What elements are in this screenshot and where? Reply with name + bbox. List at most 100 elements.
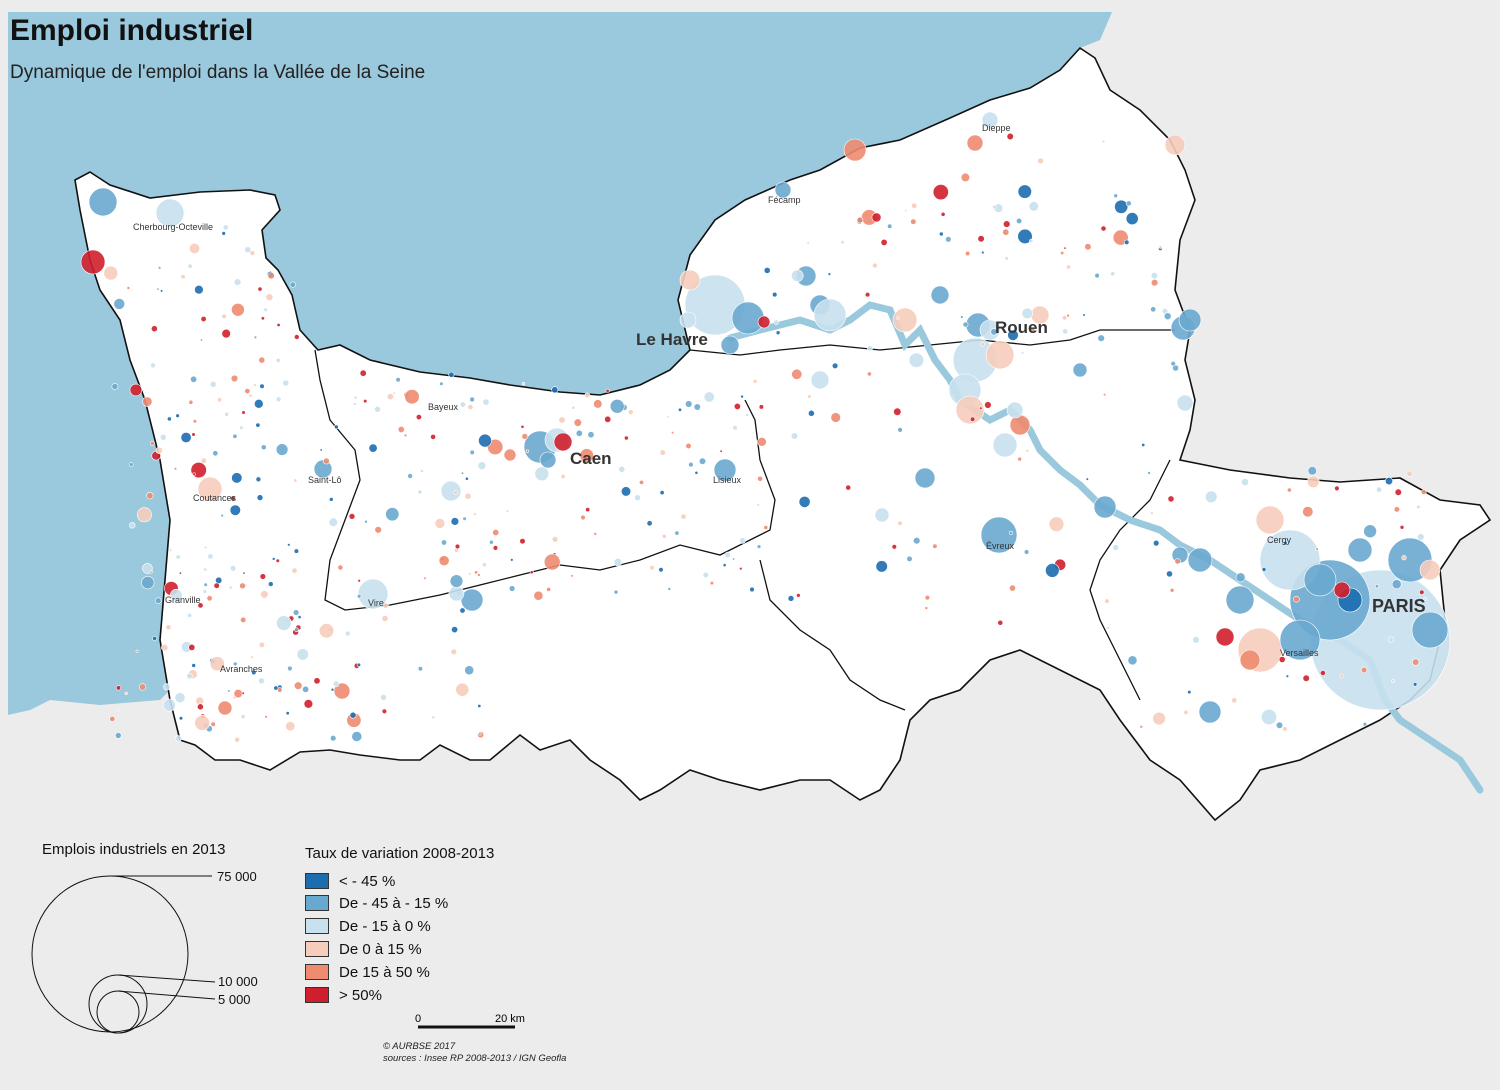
employment-circle <box>1169 587 1175 593</box>
employment-circle <box>434 518 446 529</box>
employment-circle <box>1147 471 1151 475</box>
employment-circle <box>382 602 389 609</box>
employment-circle <box>258 677 265 685</box>
employment-circle <box>1420 489 1427 496</box>
city-label-fecamp: Fécamp <box>768 195 801 205</box>
employment-circle <box>450 517 460 526</box>
employment-circle <box>1114 199 1129 214</box>
employment-circle <box>175 735 182 742</box>
employment-circle <box>980 516 1018 554</box>
employment-circle <box>257 286 263 292</box>
city-label-cherbourg: Cherbourg-Octeville <box>133 222 213 232</box>
employment-circle <box>240 616 247 624</box>
employment-circle <box>1015 217 1023 225</box>
scale-end: 20 km <box>495 1013 525 1025</box>
color-legend-item: < - 45 % <box>305 872 395 890</box>
employment-circle <box>244 246 252 254</box>
employment-circle <box>503 448 517 462</box>
employment-circle <box>1176 394 1194 412</box>
employment-circle <box>135 649 139 653</box>
employment-circle <box>217 397 223 403</box>
employment-circle <box>417 666 424 672</box>
employment-circle <box>1101 139 1106 144</box>
city-label-evreux: Évreux <box>986 541 1015 551</box>
employment-circle <box>233 278 242 286</box>
employment-circle <box>319 448 323 452</box>
employment-circle <box>241 410 246 415</box>
employment-circle <box>867 345 873 352</box>
employment-circle <box>1150 272 1158 280</box>
employment-circle <box>259 383 265 389</box>
employment-circle <box>709 580 715 586</box>
employment-circle <box>253 398 264 409</box>
employment-circle <box>1303 563 1337 597</box>
employment-circle <box>1048 516 1065 532</box>
employment-circle <box>492 545 499 551</box>
employment-circle <box>155 198 185 228</box>
employment-circle <box>1166 570 1173 578</box>
employment-circle <box>719 449 723 453</box>
employment-circle <box>468 572 472 576</box>
employment-circle <box>732 425 738 431</box>
employment-circle <box>423 576 427 580</box>
employment-circle <box>244 388 251 395</box>
employment-circle <box>440 539 447 546</box>
employment-circle <box>197 476 223 502</box>
employment-circle <box>260 590 269 599</box>
employment-circle <box>1386 603 1391 608</box>
employment-circle <box>285 711 290 716</box>
employment-circle <box>264 715 268 719</box>
employment-circle <box>1163 312 1172 321</box>
employment-circle <box>573 418 582 427</box>
employment-circle <box>749 586 755 593</box>
employment-circle <box>1363 524 1377 539</box>
employment-circle <box>200 338 204 342</box>
employment-circle <box>115 685 122 691</box>
employment-circle <box>386 393 394 401</box>
employment-circles <box>80 111 1451 743</box>
employment-circle <box>152 636 157 641</box>
employment-circle <box>739 537 746 544</box>
employment-circle <box>1158 245 1163 249</box>
employment-circle <box>867 371 872 377</box>
employment-circle <box>713 458 737 482</box>
employment-circle <box>113 298 126 310</box>
employment-circle <box>188 643 196 651</box>
employment-circle <box>1333 581 1351 599</box>
employment-circle <box>258 641 266 649</box>
employment-circle <box>964 250 971 257</box>
employment-circle <box>1104 598 1110 604</box>
employment-circle <box>156 287 160 291</box>
employment-circle <box>1139 724 1144 729</box>
employment-circle <box>1419 559 1441 581</box>
employment-circle <box>462 516 467 521</box>
employment-circle <box>1061 315 1068 321</box>
employment-circle <box>1037 157 1044 165</box>
legend-swatch <box>305 918 329 934</box>
employment-circle <box>477 703 482 708</box>
employment-circle <box>160 433 167 441</box>
employment-circle <box>1187 547 1213 573</box>
employment-circle <box>302 685 310 693</box>
employment-circle <box>333 682 351 700</box>
employment-circle <box>451 626 459 634</box>
employment-circle <box>984 401 992 409</box>
employment-circle <box>212 450 219 457</box>
employment-circle <box>745 413 750 417</box>
employment-circle <box>128 462 134 467</box>
employment-circle <box>1084 243 1092 251</box>
employment-circle <box>924 594 931 601</box>
employment-circle <box>228 585 233 590</box>
employment-circle <box>570 574 574 578</box>
employment-circle <box>449 574 464 588</box>
employment-circle <box>1066 313 1070 318</box>
employment-circle <box>275 558 280 563</box>
employment-circle <box>1278 656 1286 663</box>
employment-circle <box>659 490 665 496</box>
employment-circle <box>679 311 697 329</box>
employment-circle <box>827 272 832 276</box>
employment-circle <box>1094 272 1100 279</box>
employment-circle <box>1419 589 1425 595</box>
employment-circle <box>469 396 475 403</box>
employment-circle <box>157 266 162 270</box>
